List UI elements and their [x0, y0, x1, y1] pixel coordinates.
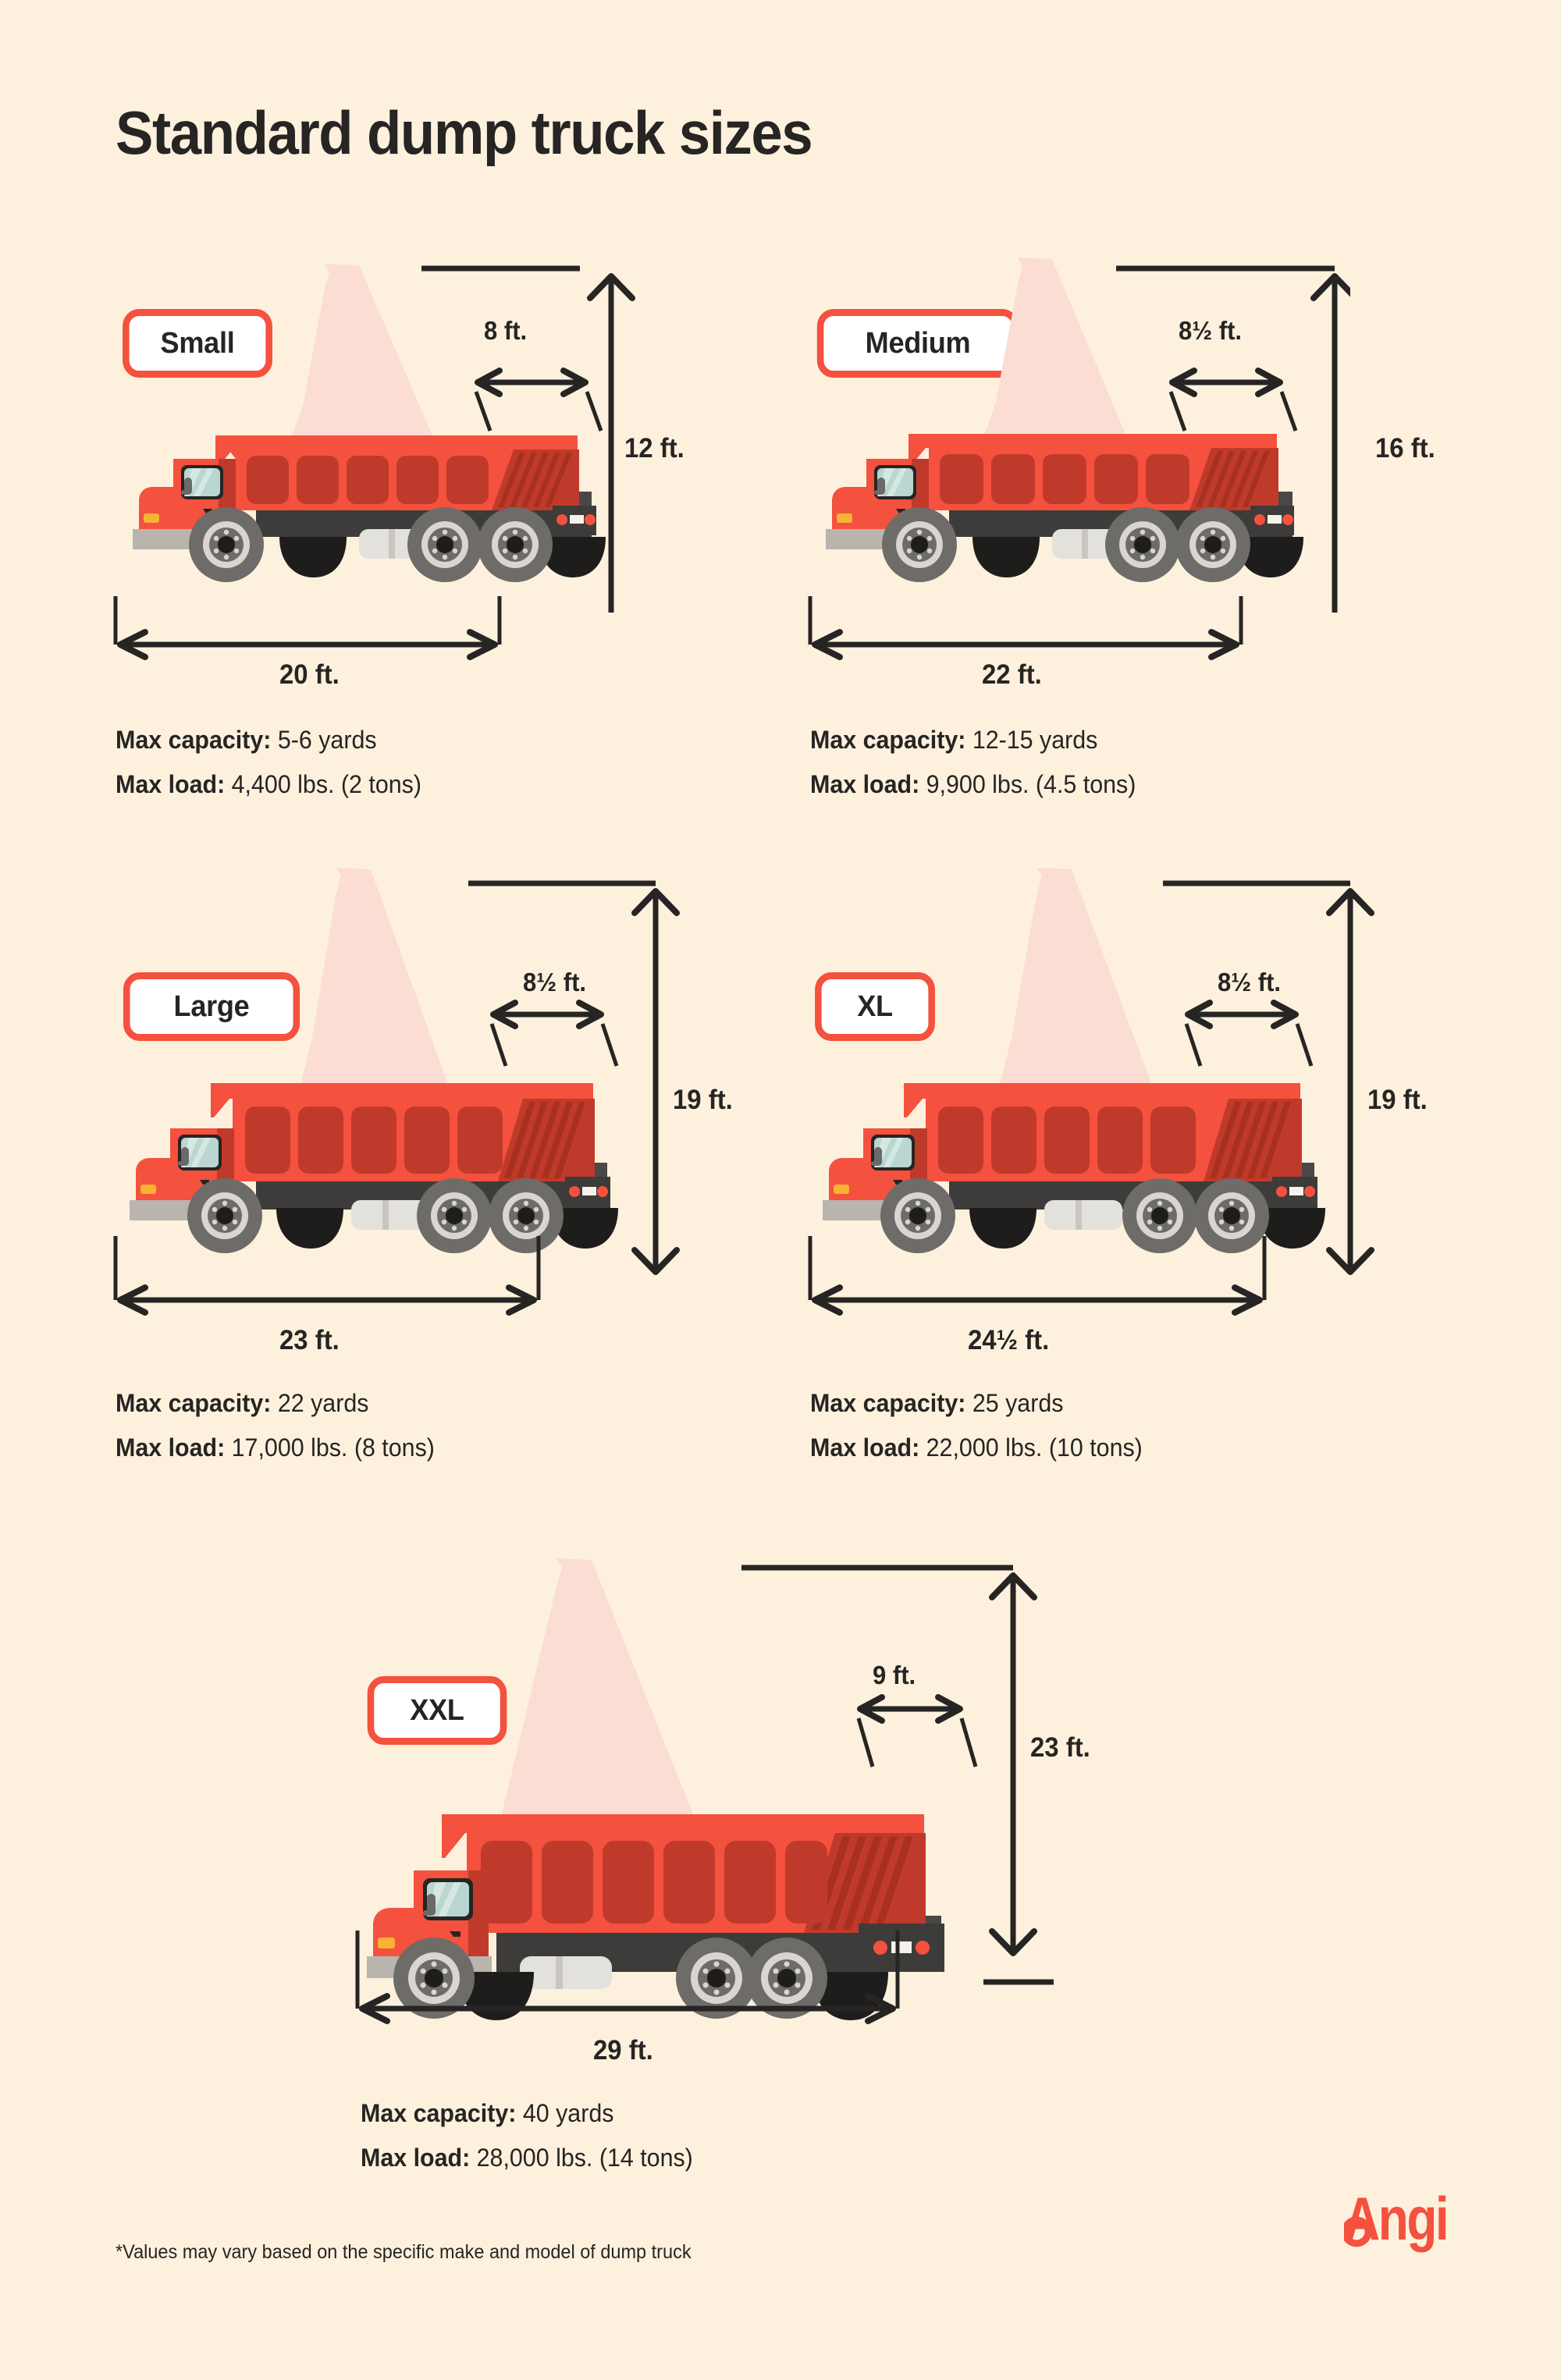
- dimension-length-label-large: 23 ft.: [279, 1325, 340, 1355]
- specs-xl: Max capacity: 25 yards Max load: 22,000 …: [810, 1389, 1160, 1478]
- spec-capacity: Max capacity: 25 yards: [810, 1389, 1143, 1418]
- dimension-bedwidth-label-xxl: 9 ft.: [873, 1661, 916, 1689]
- size-badge-label: Large: [173, 989, 250, 1023]
- spec-load-label: Max load:: [810, 1433, 920, 1462]
- dimension-length-xxl: [355, 1931, 900, 2024]
- specs-medium: Max capacity: 12-15 yards Max load: 9,90…: [810, 726, 1153, 815]
- specs-large: Max capacity: 22 yards Max load: 17,000 …: [116, 1389, 451, 1478]
- dimension-length-large: [113, 1236, 541, 1316]
- spec-load: Max load: 4,400 lbs. (2 tons): [116, 770, 421, 799]
- dimension-height-label-small: 12 ft.: [624, 433, 684, 464]
- size-badge-label: Small: [160, 326, 235, 360]
- size-badge-label: XXL: [410, 1693, 464, 1727]
- dimension-bedwidth-small: [474, 368, 603, 432]
- size-badge-xl: XL: [815, 972, 935, 1041]
- spec-capacity: Max capacity: 22 yards: [116, 1389, 435, 1418]
- spec-capacity: Max capacity: 5-6 yards: [116, 726, 421, 755]
- dimension-height-xxl: [741, 1565, 1054, 1985]
- truck-illustration-medium: [826, 258, 1303, 582]
- truck-illustration-xxl: [367, 1558, 944, 2020]
- size-badge-label: XL: [857, 989, 893, 1023]
- spec-load: Max load: 22,000 lbs. (10 tons): [810, 1433, 1143, 1462]
- spec-load-value: 17,000 lbs. (8 tons): [231, 1433, 435, 1462]
- spec-capacity-label: Max capacity:: [116, 1389, 272, 1417]
- truck-illustration-small: [133, 264, 606, 582]
- dimension-bedwidth-label-xl: 8½ ft.: [1218, 968, 1282, 996]
- truck-illustration-xl: [823, 868, 1325, 1253]
- truck-illustration-large: [130, 868, 618, 1253]
- size-badge-label: Medium: [865, 326, 971, 360]
- dimension-bedwidth-label-medium: 8½ ft.: [1179, 316, 1243, 345]
- footnote: *Values may vary based on the specific m…: [116, 2241, 692, 2263]
- spec-capacity-value: 5-6 yards: [277, 726, 377, 754]
- page-title: Standard dump truck sizes: [116, 98, 813, 167]
- spec-load-label: Max load:: [116, 770, 226, 798]
- size-badge-large: Large: [123, 972, 300, 1041]
- spec-capacity-label: Max capacity:: [116, 726, 272, 754]
- spec-capacity: Max capacity: 40 yards: [361, 2099, 693, 2128]
- wheel: [407, 507, 482, 582]
- dimension-length-xl: [808, 1236, 1267, 1316]
- specs-small: Max capacity: 5-6 yards Max load: 4,400 …: [116, 726, 438, 815]
- dimension-bedwidth-xxl: [856, 1694, 978, 1767]
- dimension-bedwidth-xl: [1184, 1000, 1314, 1067]
- spec-load-value: 28,000 lbs. (14 tons): [476, 2144, 693, 2172]
- dimension-height-small: [421, 265, 635, 613]
- spec-capacity-label: Max capacity:: [810, 1389, 966, 1417]
- dimension-length-label-small: 20 ft.: [279, 659, 340, 690]
- spec-capacity-value: 25 yards: [972, 1389, 1064, 1417]
- specs-xxl: Max capacity: 40 yards Max load: 28,000 …: [361, 2099, 710, 2188]
- dimension-bedwidth-label-large: 8½ ft.: [523, 968, 587, 996]
- spec-capacity-value: 40 yards: [522, 2099, 614, 2127]
- dimension-height-medium: [1116, 265, 1350, 613]
- dimension-bedwidth-medium: [1168, 368, 1298, 432]
- dimension-height-label-large: 19 ft.: [673, 1085, 733, 1115]
- spec-capacity-value: 22 yards: [277, 1389, 369, 1417]
- angi-logo: Angi: [1344, 2185, 1449, 2253]
- dimension-length-label-xxl: 29 ft.: [593, 2035, 653, 2066]
- size-badge-small: Small: [123, 309, 272, 378]
- dimension-length-label-medium: 22 ft.: [982, 659, 1042, 690]
- spec-capacity-value: 12-15 yards: [972, 726, 1098, 754]
- size-badge-xxl: XXL: [367, 1676, 507, 1745]
- spec-load: Max load: 28,000 lbs. (14 tons): [361, 2144, 693, 2172]
- dimension-height-large: [468, 880, 680, 1275]
- spec-capacity: Max capacity: 12-15 yards: [810, 726, 1136, 755]
- dimension-height-label-xl: 19 ft.: [1367, 1085, 1428, 1115]
- spec-load-value: 22,000 lbs. (10 tons): [926, 1433, 1143, 1462]
- spec-load: Max load: 17,000 lbs. (8 tons): [116, 1433, 435, 1462]
- dimension-height-label-xxl: 23 ft.: [1030, 1732, 1090, 1763]
- spec-load-label: Max load:: [361, 2144, 471, 2172]
- dimension-length-medium: [808, 596, 1243, 660]
- spec-capacity-label: Max capacity:: [361, 2099, 517, 2127]
- dimension-bedwidth-large: [489, 1000, 619, 1067]
- spec-capacity-label: Max capacity:: [810, 726, 966, 754]
- dimension-height-label-medium: 16 ft.: [1375, 433, 1435, 464]
- dimension-length-small: [113, 596, 502, 660]
- spec-load-label: Max load:: [116, 1433, 226, 1462]
- wheel: [478, 507, 553, 582]
- dimension-height-xl: [1163, 880, 1374, 1275]
- dimension-length-label-xl: 24½ ft.: [968, 1325, 1050, 1355]
- spec-load-label: Max load:: [810, 770, 920, 798]
- spec-load-value: 9,900 lbs. (4.5 tons): [926, 770, 1136, 798]
- wheel: [189, 507, 264, 582]
- spec-load: Max load: 9,900 lbs. (4.5 tons): [810, 770, 1136, 799]
- spec-load-value: 4,400 lbs. (2 tons): [231, 770, 421, 798]
- dimension-bedwidth-label-small: 8 ft.: [484, 316, 528, 345]
